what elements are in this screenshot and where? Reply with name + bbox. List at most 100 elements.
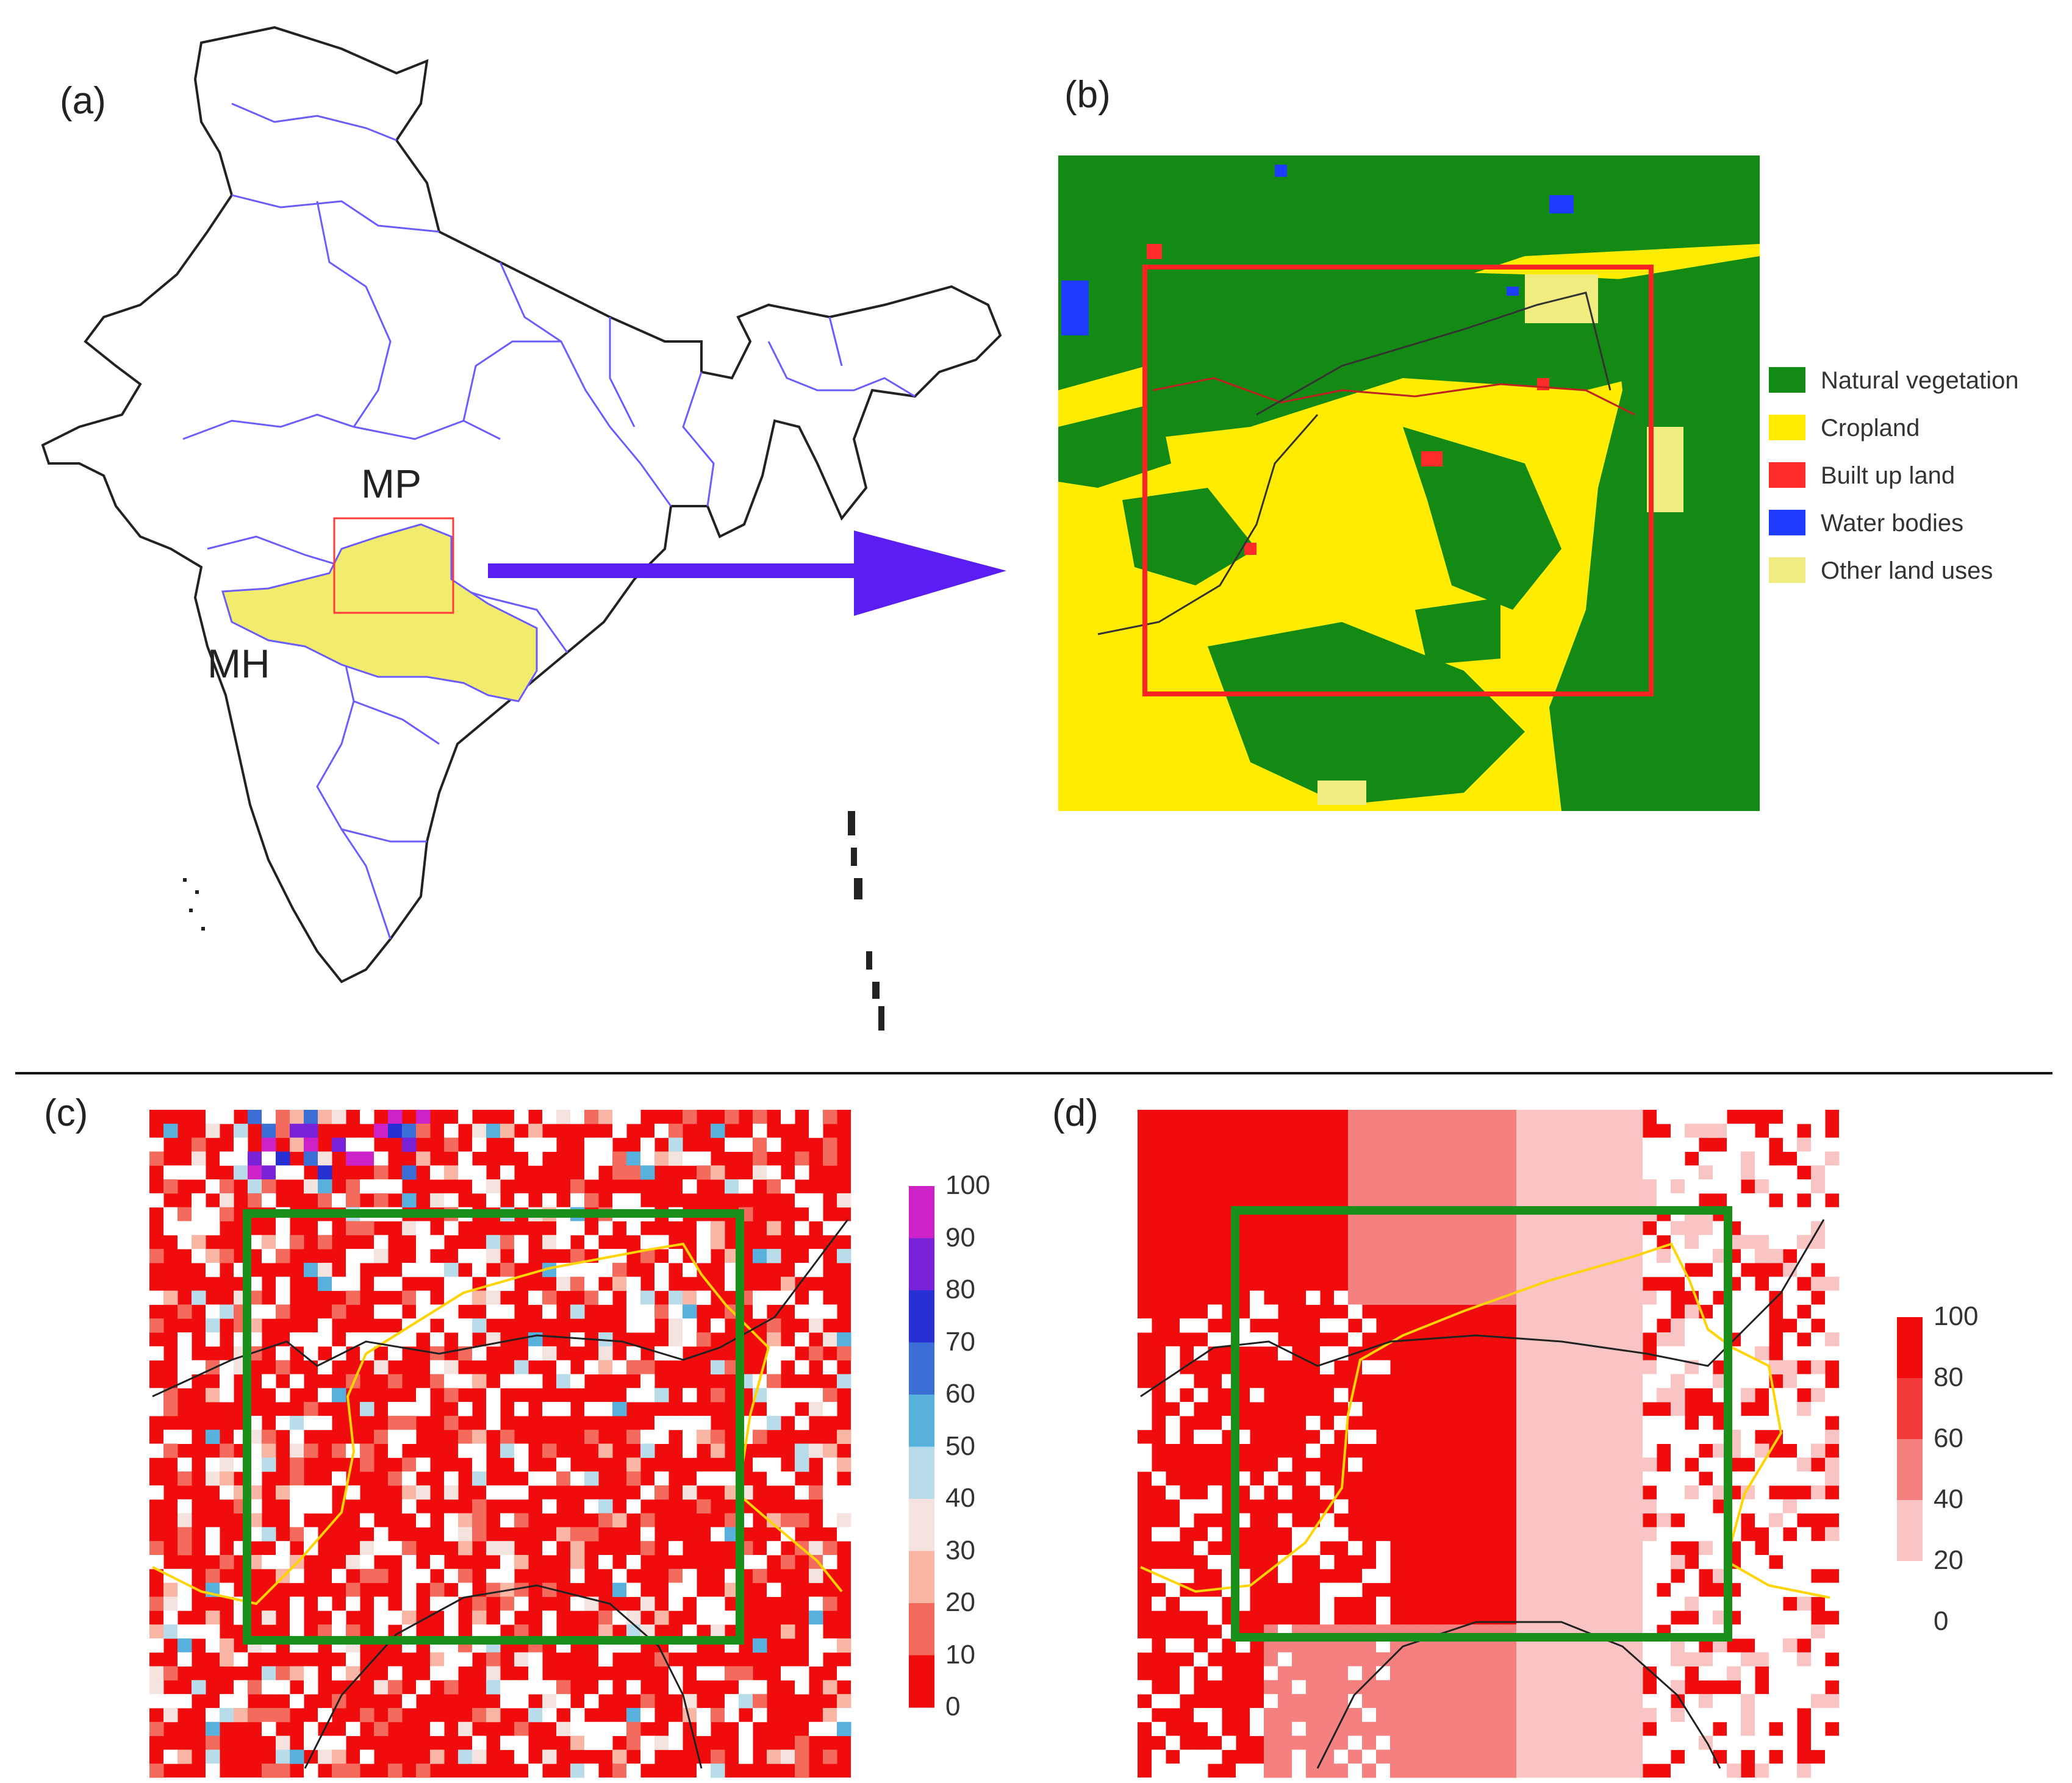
raster-cell xyxy=(1404,1721,1419,1737)
raster-cell xyxy=(1376,1596,1391,1611)
raster-cell xyxy=(1292,1527,1307,1542)
legend-swatch-water xyxy=(1769,510,1805,535)
colorbar-tick: 60 xyxy=(1934,1423,1963,1453)
raster-cell xyxy=(1685,1110,1699,1124)
raster-cell xyxy=(149,1694,164,1709)
raster-cell xyxy=(1629,1721,1643,1737)
raster-cell xyxy=(1699,1541,1713,1556)
raster-cell xyxy=(500,1485,515,1500)
raster-cell xyxy=(163,1179,178,1194)
raster-cell xyxy=(458,1513,473,1528)
raster-cell xyxy=(360,1568,375,1584)
colorbar-tick: 60 xyxy=(945,1379,975,1409)
raster-cell xyxy=(1348,1638,1363,1653)
raster-cell xyxy=(1783,1541,1798,1556)
raster-cell xyxy=(1657,1471,1671,1486)
raster-cell xyxy=(837,1527,851,1542)
raster-cell xyxy=(1194,1429,1208,1444)
raster-cell xyxy=(374,1193,389,1208)
raster-cell xyxy=(1432,1123,1447,1138)
raster-cell xyxy=(598,1735,613,1750)
raster-cell xyxy=(697,1471,711,1486)
raster-cell xyxy=(1558,1235,1573,1249)
raster-cell xyxy=(1586,1582,1601,1597)
raster-cell xyxy=(584,1694,599,1709)
raster-cell xyxy=(1685,1374,1699,1388)
raster-cell xyxy=(1586,1402,1601,1417)
raster-cell xyxy=(1741,1624,1755,1639)
raster-cell xyxy=(1755,1221,1769,1235)
raster-cell xyxy=(1727,1193,1741,1208)
raster-cell xyxy=(276,1290,290,1305)
raster-cell xyxy=(1601,1179,1615,1194)
raster-cell xyxy=(1488,1721,1503,1737)
raster-cell xyxy=(1769,1276,1783,1292)
raster-cell xyxy=(725,1694,739,1709)
raster-cell xyxy=(1783,1402,1798,1417)
raster-cell xyxy=(1474,1165,1489,1180)
raster-cell xyxy=(1292,1749,1307,1764)
raster-cell xyxy=(1166,1763,1180,1778)
raster-cell xyxy=(1741,1499,1755,1514)
raster-cell xyxy=(1727,1763,1741,1778)
raster-cell xyxy=(262,1374,276,1388)
raster-cell xyxy=(1138,1318,1152,1333)
raster-cell xyxy=(598,1360,613,1374)
raster-cell xyxy=(1572,1568,1587,1584)
raster-cell xyxy=(500,1555,515,1570)
raster-cell xyxy=(823,1680,837,1695)
raster-cell xyxy=(837,1429,851,1444)
raster-cell xyxy=(739,1666,753,1681)
raster-cell xyxy=(1657,1499,1671,1514)
raster-cell xyxy=(1615,1318,1629,1333)
raster-cell xyxy=(206,1541,220,1556)
raster-cell xyxy=(837,1485,851,1500)
raster-cell xyxy=(1713,1610,1727,1625)
raster-cell xyxy=(1278,1680,1292,1695)
raster-cell xyxy=(1278,1749,1292,1764)
raster-cell xyxy=(1376,1721,1391,1737)
raster-cell xyxy=(711,1527,725,1542)
raster-cell xyxy=(1320,1735,1335,1750)
raster-cell xyxy=(823,1541,837,1556)
raster-cell xyxy=(626,1290,641,1305)
raster-cell xyxy=(823,1485,837,1500)
raster-cell xyxy=(1797,1694,1812,1709)
raster-cell xyxy=(1797,1680,1812,1695)
raster-cell xyxy=(1474,1151,1489,1166)
raster-cell xyxy=(1811,1666,1826,1681)
raster-cell xyxy=(1530,1290,1545,1305)
raster-cell xyxy=(1544,1262,1559,1277)
raster-cell xyxy=(1783,1638,1798,1653)
raster-cell xyxy=(1699,1151,1713,1166)
raster-cell xyxy=(584,1499,599,1514)
raster-cell xyxy=(1558,1151,1573,1166)
raster-cell xyxy=(1292,1763,1307,1778)
raster-cell xyxy=(149,1680,164,1695)
raster-cell xyxy=(1741,1151,1755,1166)
raster-cell xyxy=(1572,1221,1587,1235)
raster-cell xyxy=(1713,1179,1727,1194)
raster-cell xyxy=(598,1221,613,1235)
raster-cell xyxy=(1572,1707,1587,1723)
raster-cell xyxy=(1180,1499,1194,1514)
raster-cell xyxy=(276,1276,290,1292)
raster-cell xyxy=(1671,1652,1685,1667)
raster-cell xyxy=(1755,1596,1769,1611)
raster-cell xyxy=(1180,1666,1194,1681)
raster-cell xyxy=(1180,1318,1194,1333)
raster-cell xyxy=(318,1179,332,1194)
raster-cell xyxy=(360,1707,375,1723)
raster-cell xyxy=(1572,1290,1587,1305)
raster-cell xyxy=(725,1471,739,1486)
raster-cell xyxy=(1446,1694,1461,1709)
raster-cell xyxy=(1558,1721,1573,1737)
raster-cell xyxy=(1741,1652,1755,1667)
raster-cell xyxy=(1713,1541,1727,1556)
raster-cell xyxy=(276,1735,290,1750)
raster-cell xyxy=(1769,1207,1783,1221)
raster-cell xyxy=(472,1165,487,1180)
raster-cell xyxy=(1278,1721,1292,1737)
raster-cell xyxy=(725,1276,739,1292)
raster-cell xyxy=(837,1374,851,1388)
